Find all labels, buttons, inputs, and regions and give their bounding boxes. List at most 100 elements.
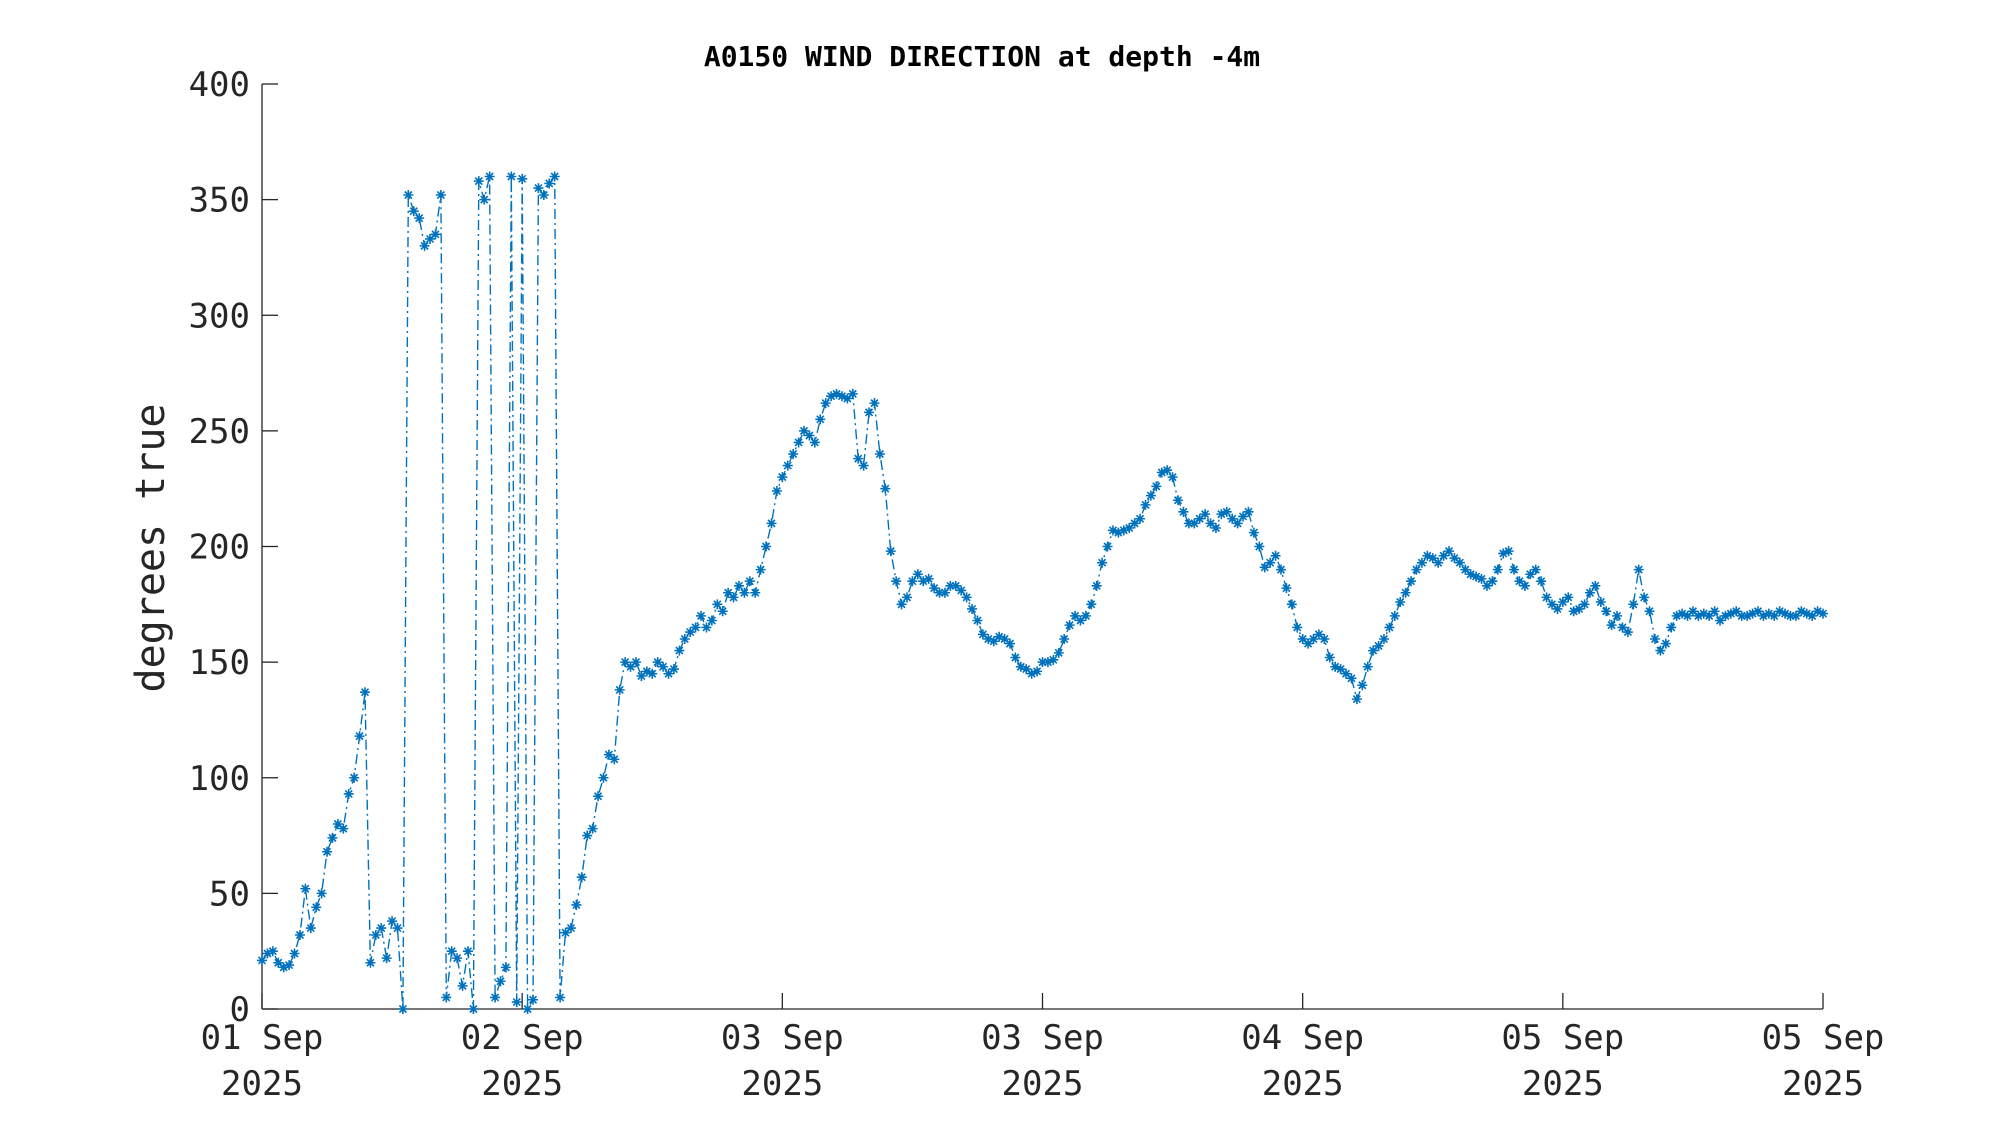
data-point <box>1519 580 1530 591</box>
y-tick-label: 100 <box>189 759 250 799</box>
data-point <box>793 437 804 448</box>
data-point <box>1796 606 1807 617</box>
data-point <box>934 587 945 598</box>
data-point <box>484 171 495 182</box>
data-point <box>1731 606 1742 617</box>
data-point <box>538 190 549 200</box>
y-tick-label: 150 <box>189 643 250 683</box>
data-point <box>495 976 506 987</box>
data-point <box>528 994 539 1005</box>
data-point <box>430 229 441 240</box>
data-point <box>1628 599 1639 610</box>
data-point <box>1433 557 1444 568</box>
data-point <box>1124 523 1135 533</box>
data-point <box>457 980 468 991</box>
x-tick-label-year: 2025 <box>221 1064 303 1104</box>
data-point <box>625 661 636 672</box>
data-point <box>273 957 284 968</box>
data-point <box>511 997 522 1008</box>
data-point <box>1465 569 1476 580</box>
data-point <box>804 430 815 441</box>
data-point <box>744 576 755 587</box>
data-point <box>733 580 744 591</box>
chart-title: A0150 WIND DIRECTION at depth -4m <box>704 40 1260 73</box>
data-point <box>1601 606 1612 617</box>
data-point <box>766 518 777 529</box>
data-point <box>1476 573 1487 584</box>
data-point <box>284 960 295 971</box>
data-point <box>685 627 696 638</box>
data-point <box>1595 597 1606 607</box>
data-point <box>544 178 555 189</box>
data-point <box>322 846 333 857</box>
data-point <box>1357 680 1368 691</box>
data-point <box>1514 576 1525 587</box>
data-point <box>858 460 869 471</box>
data-point <box>587 823 598 834</box>
data-point <box>755 564 766 575</box>
data-point <box>462 946 473 957</box>
data-point <box>1075 615 1086 626</box>
data-point <box>1368 645 1379 656</box>
data-point <box>847 388 858 399</box>
data-point <box>316 888 327 899</box>
data-point <box>338 823 349 834</box>
data-point <box>891 576 902 587</box>
data-point <box>414 213 425 224</box>
data-point <box>1460 564 1471 575</box>
data-point <box>1812 606 1823 617</box>
data-point <box>419 240 430 251</box>
data-point <box>452 953 463 964</box>
data-point <box>983 634 994 644</box>
data-point <box>994 631 1005 642</box>
data-point <box>565 923 576 934</box>
data-point <box>468 1004 479 1014</box>
data-point <box>1617 622 1628 633</box>
data-point <box>1070 610 1081 621</box>
y-tick-label: 300 <box>189 296 250 336</box>
data-point <box>1416 557 1427 568</box>
data-point <box>376 923 387 934</box>
data-point <box>1042 657 1053 668</box>
data-point <box>1183 518 1194 529</box>
data-point <box>614 684 625 695</box>
data-point <box>257 955 267 966</box>
data-point <box>1698 608 1709 619</box>
x-tick-label-year: 2025 <box>1262 1064 1344 1104</box>
data-point <box>1715 615 1726 626</box>
y-tick-label: 50 <box>209 874 250 914</box>
data-point <box>533 183 544 194</box>
data-point <box>1064 620 1075 631</box>
data-point <box>332 819 343 829</box>
data-point <box>939 587 950 598</box>
data-point <box>1286 599 1297 610</box>
data-point <box>1135 513 1146 524</box>
data-point <box>1319 634 1330 644</box>
data-point <box>1481 580 1492 591</box>
data-point <box>826 391 837 402</box>
data-point <box>1536 576 1547 587</box>
data-point <box>1818 608 1828 619</box>
data-point <box>1758 610 1769 621</box>
data-point <box>435 190 446 200</box>
data-point <box>1303 638 1314 649</box>
data-point <box>658 661 669 672</box>
data-point <box>1780 608 1791 619</box>
data-point <box>473 176 484 187</box>
data-point <box>1248 527 1259 538</box>
data-point <box>641 666 652 677</box>
data-point <box>603 749 614 760</box>
data-point <box>1048 654 1059 665</box>
data-point <box>1080 610 1091 621</box>
data-point <box>923 573 934 584</box>
data-point <box>1162 465 1173 476</box>
data-point <box>1059 634 1070 644</box>
data-point <box>441 992 452 1003</box>
data-point <box>1037 657 1048 668</box>
data-point <box>820 398 831 409</box>
data-point <box>1406 576 1417 587</box>
data-point <box>500 962 511 973</box>
data-point <box>1010 652 1021 663</box>
data-point <box>668 664 679 675</box>
data-point <box>1167 472 1178 483</box>
